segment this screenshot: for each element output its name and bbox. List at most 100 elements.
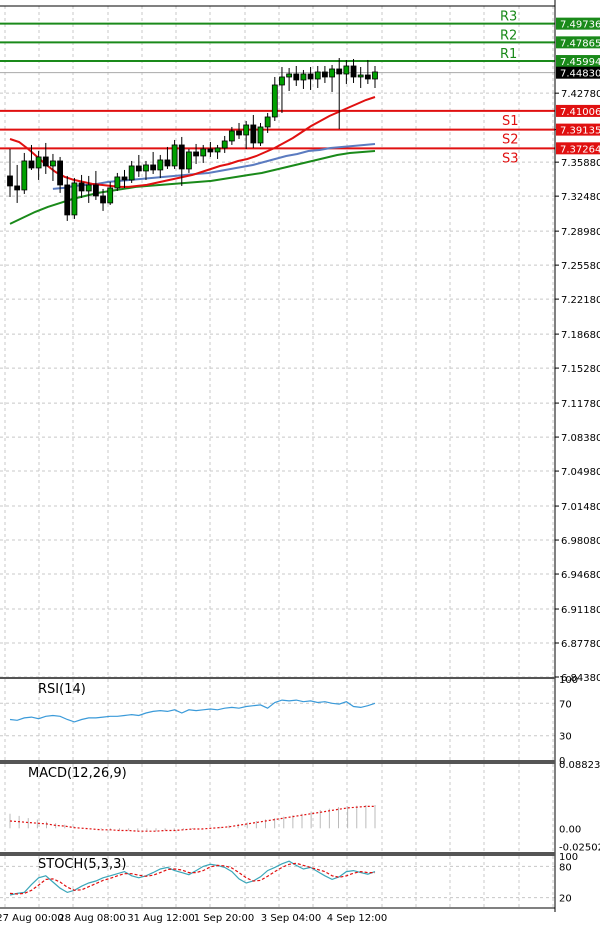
- candle: [164, 146, 171, 169]
- price-tag-r2: 7.47865: [560, 38, 600, 49]
- candle: [35, 150, 42, 180]
- y-tick-label: 7.04980: [561, 467, 600, 478]
- candle: [264, 112, 271, 133]
- x-tick-label: 31 Aug 12:00: [127, 913, 194, 924]
- candle-body: [157, 159, 164, 171]
- candle-body: [357, 74, 364, 78]
- candle-body: [372, 71, 378, 80]
- price-tag-r1: 7.45994: [560, 57, 600, 68]
- y-tick-label: 6.91180: [561, 605, 600, 616]
- pivot-label-s2: S2: [502, 133, 519, 148]
- pivot-label-s3: S3: [502, 151, 519, 166]
- candlesticks: [7, 57, 378, 221]
- y-tick-label: 7.25580: [561, 261, 600, 272]
- candle-body: [71, 182, 78, 216]
- x-tick-label: 28 Aug 08:00: [58, 913, 125, 924]
- candle-body: [150, 164, 157, 171]
- candle: [228, 126, 235, 145]
- panel-separator: [0, 852, 555, 856]
- candle-body: [257, 126, 264, 144]
- candle-body: [121, 176, 128, 181]
- stoch-signal-line: [9, 862, 375, 895]
- candle-body: [307, 73, 314, 80]
- candle: [314, 65, 321, 88]
- indicator-series: [9, 699, 376, 896]
- candle-body: [364, 74, 371, 80]
- candle: [293, 65, 300, 86]
- candle-body: [214, 147, 221, 153]
- candle: [107, 181, 114, 205]
- candle: [200, 144, 207, 163]
- candle-body: [50, 160, 56, 167]
- candle: [7, 148, 13, 197]
- candle-body: [28, 160, 35, 169]
- macd-signal-line: [9, 805, 375, 832]
- candle-body: [100, 195, 106, 204]
- candle-body: [207, 148, 214, 153]
- candle: [271, 76, 278, 121]
- rsi-tick-label: 0: [559, 756, 565, 767]
- candle-body: [135, 165, 142, 172]
- candle-body: [286, 73, 293, 78]
- y-tick-label: 6.94680: [561, 570, 600, 581]
- candle: [100, 188, 106, 211]
- candle-body: [7, 175, 13, 187]
- y-tick-label: 7.18680: [561, 330, 600, 341]
- candle: [243, 120, 250, 149]
- pivot-levels: R3 R2 R1 S1 S2 S3: [0, 10, 555, 166]
- candle: [279, 66, 285, 113]
- candle-body: [171, 144, 178, 167]
- candle-body: [85, 184, 92, 192]
- candle-body: [271, 84, 278, 118]
- ma-slow-line: [9, 150, 376, 225]
- price-tag-bg: [556, 123, 600, 136]
- candle-body: [78, 182, 85, 192]
- y-tick-label: 6.84380: [561, 673, 600, 684]
- candle-body: [164, 159, 171, 167]
- current-price-tag: 7.44830: [560, 69, 600, 80]
- ma-mid-line: [52, 143, 376, 190]
- x-tick-label: 4 Sep 12:00: [327, 913, 387, 924]
- candle: [236, 122, 242, 139]
- candle-body: [92, 184, 99, 197]
- candle: [121, 169, 128, 188]
- pivot-label-r1: R1: [500, 47, 517, 62]
- candle: [336, 57, 343, 129]
- price-tag-r3: 7.49736: [560, 20, 600, 31]
- y-tick-label: 6.87780: [561, 639, 600, 650]
- candle-body: [300, 73, 307, 81]
- candle: [300, 69, 307, 89]
- candle-body: [200, 148, 207, 157]
- candle: [322, 65, 328, 83]
- candle: [214, 144, 221, 159]
- candle: [307, 66, 314, 90]
- x-tick-label: 27 Aug 00:00: [0, 913, 64, 924]
- candle-body: [186, 151, 192, 170]
- panel-separator: [0, 677, 555, 679]
- candle-body: [143, 164, 149, 172]
- candle-body: [329, 68, 335, 78]
- candle: [171, 139, 178, 169]
- macd-tick-label: 0.00: [559, 824, 581, 835]
- candle: [221, 135, 228, 153]
- candle-body: [243, 124, 250, 136]
- rsi-tick-label: 100: [559, 675, 578, 686]
- candle-body: [193, 151, 199, 157]
- rsi-tick-label: 30: [559, 732, 572, 743]
- stoch-main-line: [9, 860, 376, 896]
- pivot-label-s1: S1: [502, 114, 519, 129]
- pivot-label-r2: R2: [500, 28, 517, 43]
- candle: [114, 172, 121, 191]
- panel-frames: [0, 0, 556, 912]
- candle-body: [343, 65, 350, 75]
- candle: [250, 114, 257, 148]
- y-tick-label: 7.01480: [561, 502, 600, 513]
- candle: [186, 148, 192, 173]
- candle-body: [336, 68, 343, 75]
- candle: [135, 154, 142, 177]
- candle-body: [250, 124, 257, 144]
- candle-body: [314, 71, 321, 80]
- candle: [71, 177, 78, 219]
- price-tag-s2: 7.39135: [560, 126, 600, 137]
